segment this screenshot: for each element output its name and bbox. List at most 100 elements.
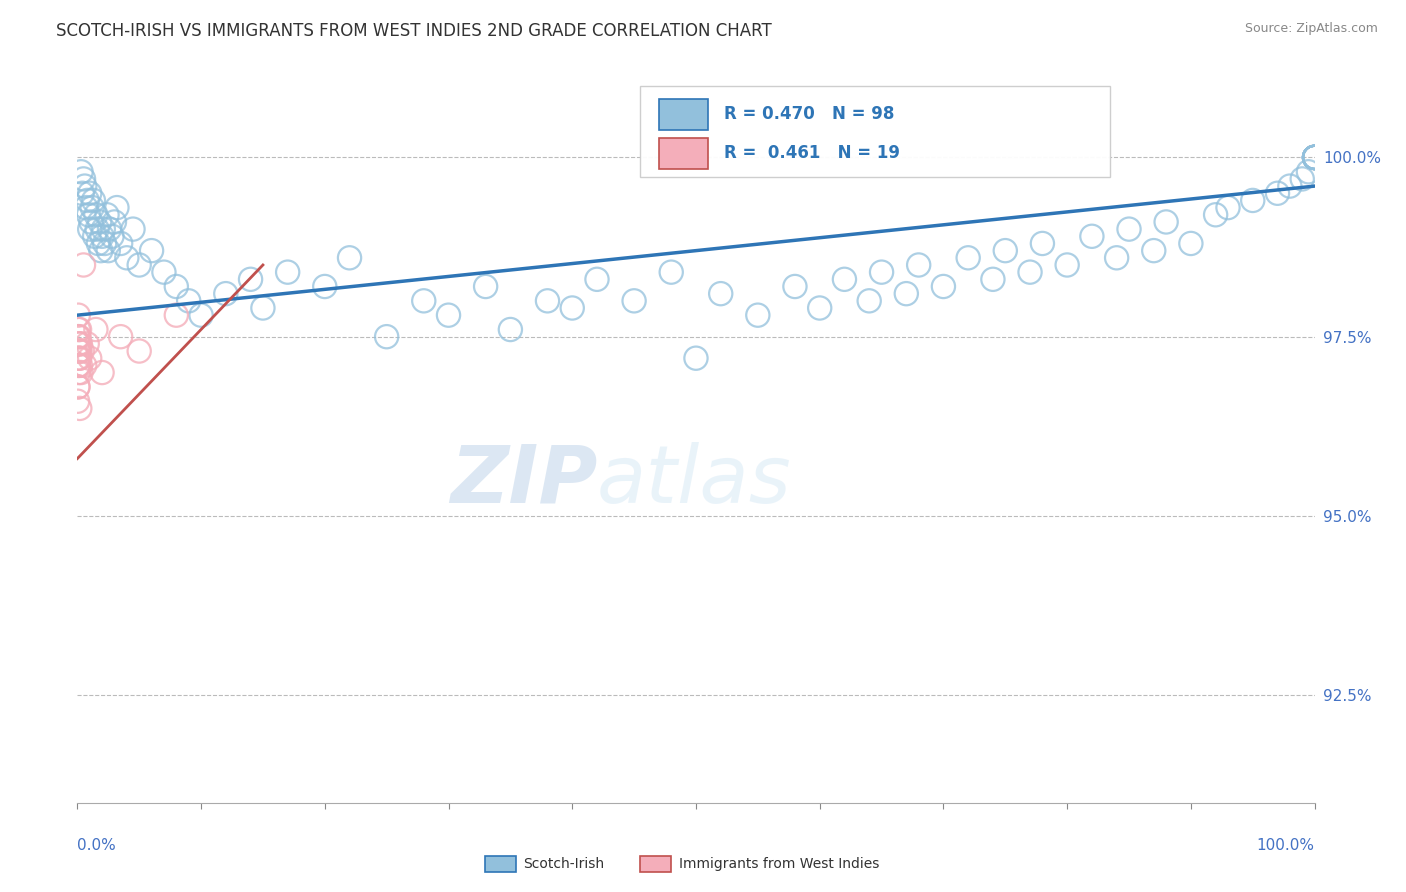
Text: 0.0%: 0.0% [77,838,117,854]
Point [73,179,96,194]
Point [1267,186,1289,201]
Point [141,244,163,258]
Point [1303,150,1326,164]
Point [67,344,90,359]
Point [70,366,93,380]
Point [896,286,918,301]
Point [128,344,150,359]
Point [1205,208,1227,222]
Point [339,251,361,265]
Point [1303,150,1326,164]
Point [1303,150,1326,164]
Point [190,308,212,322]
Point [69,322,91,336]
Point [128,258,150,272]
Point [67,322,90,336]
Point [77,208,100,222]
Point [1303,150,1326,164]
Point [67,308,90,322]
Point [76,194,98,208]
Point [105,201,128,215]
Point [67,359,90,373]
Point [1031,236,1053,251]
Point [91,366,114,380]
Point [659,265,682,279]
Point [93,236,115,251]
Point [808,301,831,315]
Text: R =  0.461   N = 19: R = 0.461 N = 19 [724,144,900,161]
Point [97,244,120,258]
Point [981,272,1004,286]
Point [72,186,94,201]
Point [907,258,929,272]
Point [76,336,98,351]
Point [98,222,121,236]
Text: Scotch-Irish: Scotch-Irish [523,857,605,871]
Point [72,258,94,272]
Point [314,279,336,293]
Point [1303,150,1326,164]
Point [67,329,90,343]
Point [67,336,90,351]
Point [239,272,262,286]
Point [66,380,89,394]
Point [66,351,89,366]
FancyBboxPatch shape [659,138,709,169]
Point [165,308,187,322]
Point [67,329,90,343]
Point [1216,201,1239,215]
Point [101,229,124,244]
Point [1105,251,1128,265]
Point [1081,229,1104,244]
Point [96,208,118,222]
Point [69,351,91,366]
Point [82,194,104,208]
Point [870,265,893,279]
Point [215,286,238,301]
Point [87,236,110,251]
Point [1303,150,1326,164]
Text: SCOTCH-IRISH VS IMMIGRANTS FROM WEST INDIES 2ND GRADE CORRELATION CHART: SCOTCH-IRISH VS IMMIGRANTS FROM WEST IND… [56,22,772,40]
Point [685,351,707,366]
Point [623,293,645,308]
Point [79,222,101,236]
Point [957,251,980,265]
Point [103,215,125,229]
Text: atlas: atlas [598,442,792,520]
Text: Immigrants from West Indies: Immigrants from West Indies [679,857,880,871]
Point [83,229,105,244]
Point [69,344,91,359]
Text: Source: ZipAtlas.com: Source: ZipAtlas.com [1244,22,1378,36]
Text: 100.0%: 100.0% [1257,838,1315,854]
Point [1303,150,1326,164]
Point [1118,222,1140,236]
Point [110,236,132,251]
Point [536,293,558,308]
Point [375,329,398,343]
Point [91,222,114,236]
Point [1143,244,1166,258]
Point [75,201,97,215]
Text: R = 0.470   N = 98: R = 0.470 N = 98 [724,104,894,123]
Point [69,336,91,351]
Point [69,336,91,351]
Point [115,251,138,265]
Point [994,244,1017,258]
Point [1056,258,1078,272]
Point [67,344,90,359]
Point [67,366,90,380]
Point [1180,236,1202,251]
Point [72,172,94,186]
Point [710,286,733,301]
Point [1241,194,1264,208]
Point [1303,150,1326,164]
Point [277,265,299,279]
Point [177,293,200,308]
Point [474,279,496,293]
Point [84,208,107,222]
Point [437,308,460,322]
Point [84,322,107,336]
Point [252,301,274,315]
Point [80,215,103,229]
Point [834,272,856,286]
